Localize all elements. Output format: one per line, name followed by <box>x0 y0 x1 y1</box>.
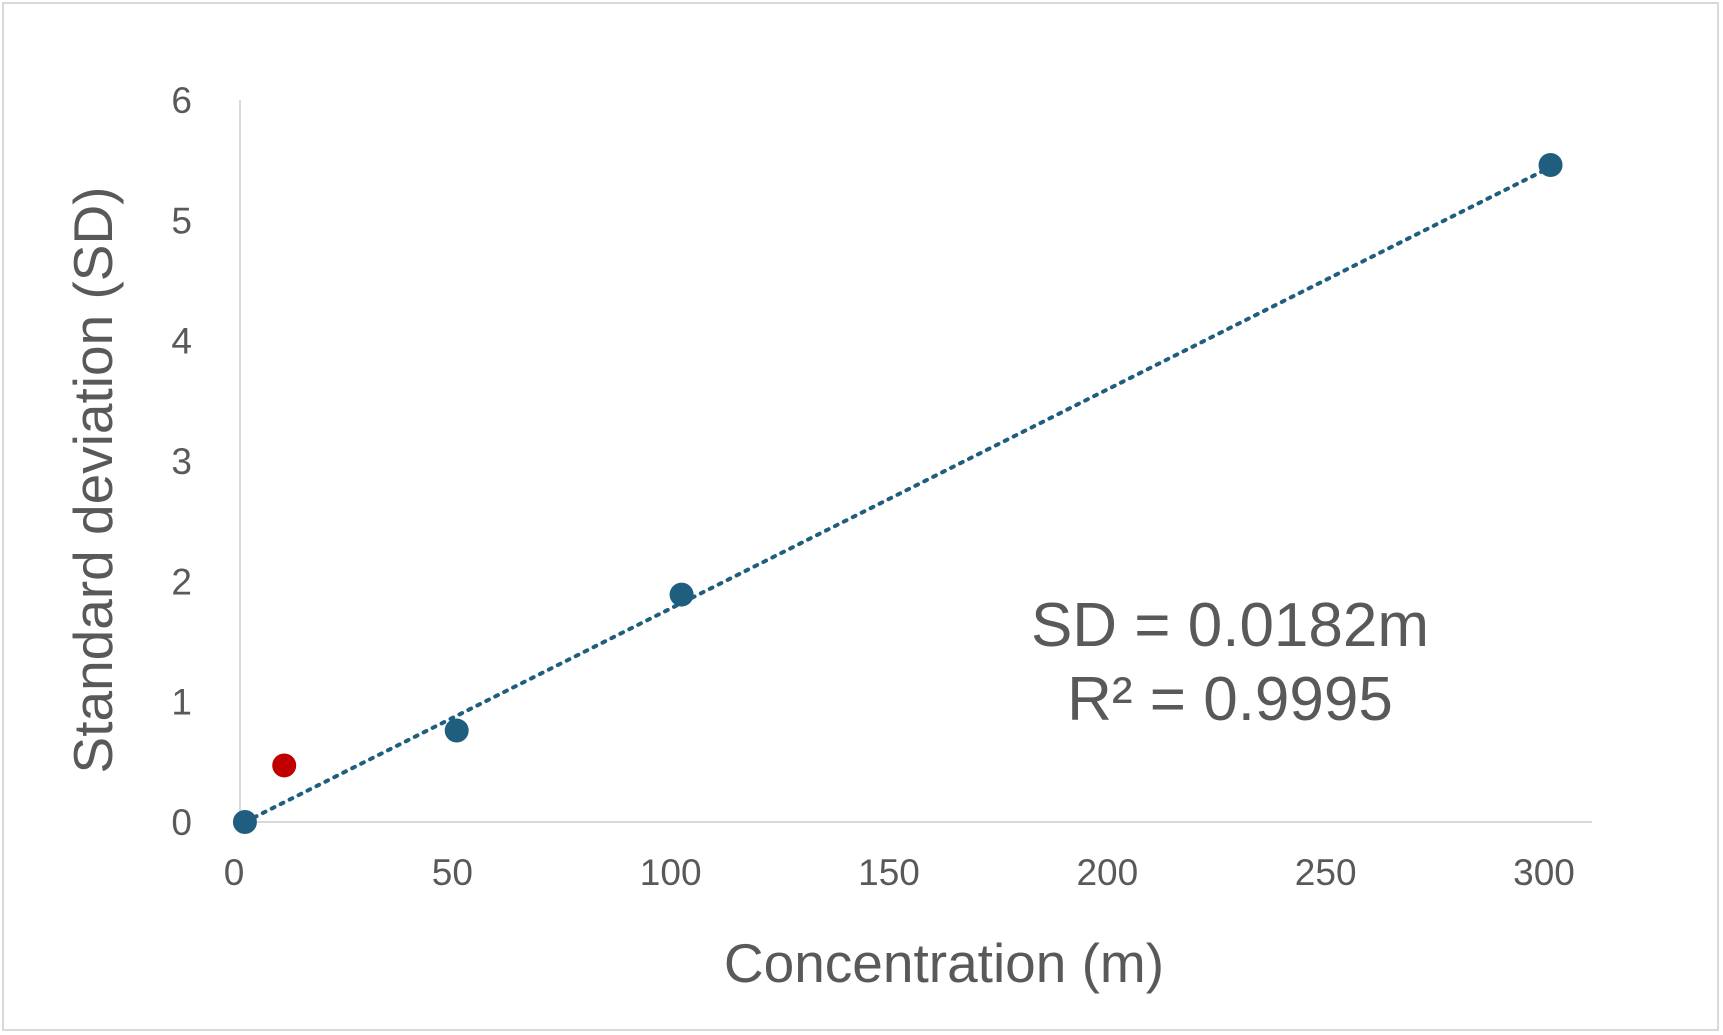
y-tick-label: 2 <box>171 561 192 602</box>
data-point <box>232 810 257 834</box>
r-squared-annotation: R² = 0.9995 <box>1067 665 1393 734</box>
data-point <box>272 753 297 778</box>
data-points <box>232 152 1563 834</box>
axes <box>239 100 1592 823</box>
x-tick-label: 150 <box>858 852 920 893</box>
trendline <box>242 165 1553 824</box>
y-tick-label: 0 <box>171 802 192 843</box>
y-tick-label: 3 <box>171 441 192 482</box>
data-point <box>444 718 469 743</box>
x-tick-labels: 0 50 100 150 200 250 300 <box>224 852 1575 893</box>
y-tick-label: 4 <box>171 321 192 362</box>
x-tick-label: 100 <box>640 852 702 893</box>
x-tick-label: 0 <box>224 852 245 893</box>
x-axis-title: Concentration (m) <box>724 932 1164 994</box>
y-tick-label: 1 <box>171 682 192 723</box>
x-tick-label: 300 <box>1513 852 1575 893</box>
y-tick-label: 5 <box>171 200 192 241</box>
y-tick-label: 6 <box>171 80 192 121</box>
data-point <box>1538 152 1563 177</box>
x-tick-label: 200 <box>1076 852 1138 893</box>
equation-annotation: SD = 0.0182m <box>1031 591 1429 660</box>
y-tick-labels: 0 1 2 3 4 5 6 <box>171 80 192 843</box>
x-tick-label: 50 <box>432 852 473 893</box>
data-point <box>669 582 694 607</box>
x-tick-label: 250 <box>1295 852 1357 893</box>
y-axis-title: Standard deviation (SD) <box>62 187 124 774</box>
